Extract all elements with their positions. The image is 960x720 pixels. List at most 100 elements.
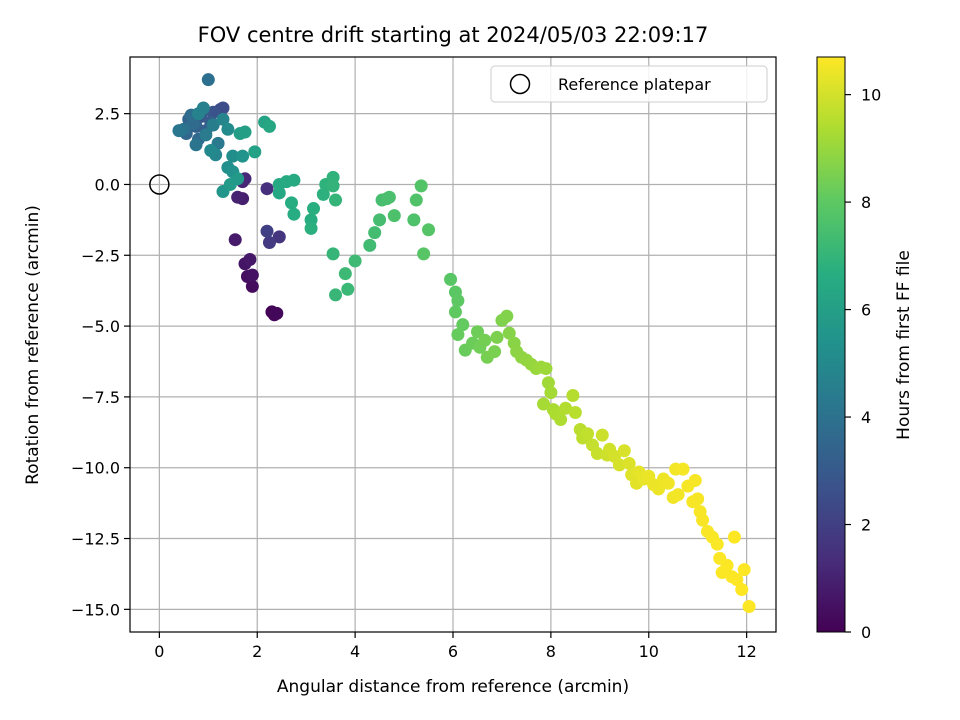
data-point	[231, 190, 245, 204]
y-tick-label: −12.5	[71, 530, 120, 549]
data-point	[541, 376, 555, 390]
data-point	[373, 213, 387, 227]
data-point	[676, 462, 690, 476]
data-point	[236, 149, 250, 163]
data-point	[304, 221, 318, 235]
colorbar-tick-label: 6	[861, 301, 871, 320]
data-point	[652, 482, 666, 496]
data-point	[617, 444, 631, 458]
y-axis-label: Rotation from reference (arcmin)	[23, 205, 43, 485]
data-point	[206, 105, 220, 119]
data-point	[338, 267, 352, 281]
data-point	[172, 124, 186, 138]
data-point	[417, 247, 431, 261]
data-point	[581, 427, 595, 441]
data-point	[661, 476, 675, 490]
data-point	[226, 149, 240, 163]
y-tick-label: −15.0	[71, 600, 120, 619]
data-point	[478, 333, 492, 347]
data-point	[348, 254, 362, 268]
data-point	[456, 318, 470, 332]
data-point	[285, 196, 298, 210]
x-tick-label: 6	[448, 642, 458, 661]
x-tick-label: 12	[736, 642, 756, 661]
data-point	[326, 179, 340, 193]
data-point	[262, 236, 276, 250]
data-point	[539, 362, 553, 376]
legend-marker	[509, 73, 531, 95]
colorbar-tick-label: 2	[861, 516, 871, 535]
data-point	[287, 173, 301, 187]
x-tick-label: 4	[350, 642, 360, 661]
data-point	[192, 107, 206, 121]
data-point	[238, 125, 252, 139]
data-point	[720, 558, 734, 572]
chart-title: FOV centre drift starting at 2024/05/03 …	[198, 23, 709, 47]
data-point	[566, 388, 580, 402]
data-point	[407, 213, 421, 227]
data-point	[199, 128, 213, 142]
data-point	[287, 207, 301, 221]
data-point	[502, 326, 516, 340]
data-point	[201, 73, 215, 87]
data-point	[559, 401, 573, 415]
data-point	[329, 288, 343, 302]
grid	[130, 57, 776, 632]
data-point	[326, 247, 340, 261]
data-point	[260, 182, 274, 196]
data-point	[221, 122, 235, 136]
y-tick-label: −7.5	[81, 388, 120, 407]
data-point	[260, 224, 274, 238]
data-point	[245, 279, 259, 293]
data-point	[696, 513, 710, 527]
y-tick-label: −10.0	[71, 459, 120, 478]
data-point	[245, 268, 259, 282]
data-point	[500, 309, 514, 323]
y-tick-label: 0.0	[95, 175, 120, 194]
colorbar-gradient	[816, 56, 846, 633]
colorbar-tick-label: 0	[861, 623, 871, 642]
data-point	[727, 530, 741, 544]
data-point	[742, 600, 756, 614]
data-point	[544, 386, 558, 400]
data-point	[341, 282, 355, 296]
colorbar-tick-label: 4	[861, 408, 871, 427]
y-tick-label: −2.5	[81, 246, 120, 265]
reference-platepar-marker	[149, 174, 170, 195]
data-point	[622, 456, 636, 470]
data-point	[216, 101, 230, 115]
data-point	[710, 537, 724, 551]
data-point	[590, 447, 604, 461]
colorbar-ticks: 0 2 4 6 8 10	[845, 86, 881, 642]
data-point	[368, 226, 382, 240]
data-point	[612, 458, 626, 472]
data-point	[228, 233, 242, 247]
data-point	[688, 473, 702, 487]
data-point	[537, 397, 551, 411]
legend-box	[490, 65, 768, 103]
legend-label-reference: Reference platepar	[558, 75, 711, 94]
x-tick-label: 8	[546, 642, 556, 661]
data-point	[382, 190, 396, 204]
colorbar-label: Hours from first FF file	[894, 250, 914, 440]
data-point	[422, 223, 436, 237]
x-axis-label: Angular distance from reference (arcmin)	[277, 677, 629, 697]
data-points	[172, 73, 756, 614]
data-point	[206, 118, 220, 132]
data-point	[735, 583, 749, 597]
data-point	[568, 405, 582, 419]
data-point	[470, 325, 484, 339]
data-point	[488, 345, 502, 359]
data-point	[272, 230, 286, 244]
colorbar-tick-label: 8	[861, 193, 871, 212]
data-point	[189, 138, 203, 152]
colorbar: 0 2 4 6 8 10 Hours from first FF file	[816, 56, 914, 642]
y-tick-label: 2.5	[95, 105, 120, 124]
x-tick-label: 10	[639, 642, 659, 661]
data-point	[248, 145, 262, 159]
data-point	[270, 306, 284, 320]
data-point	[414, 179, 428, 193]
data-point	[243, 253, 257, 267]
data-point	[204, 143, 218, 157]
